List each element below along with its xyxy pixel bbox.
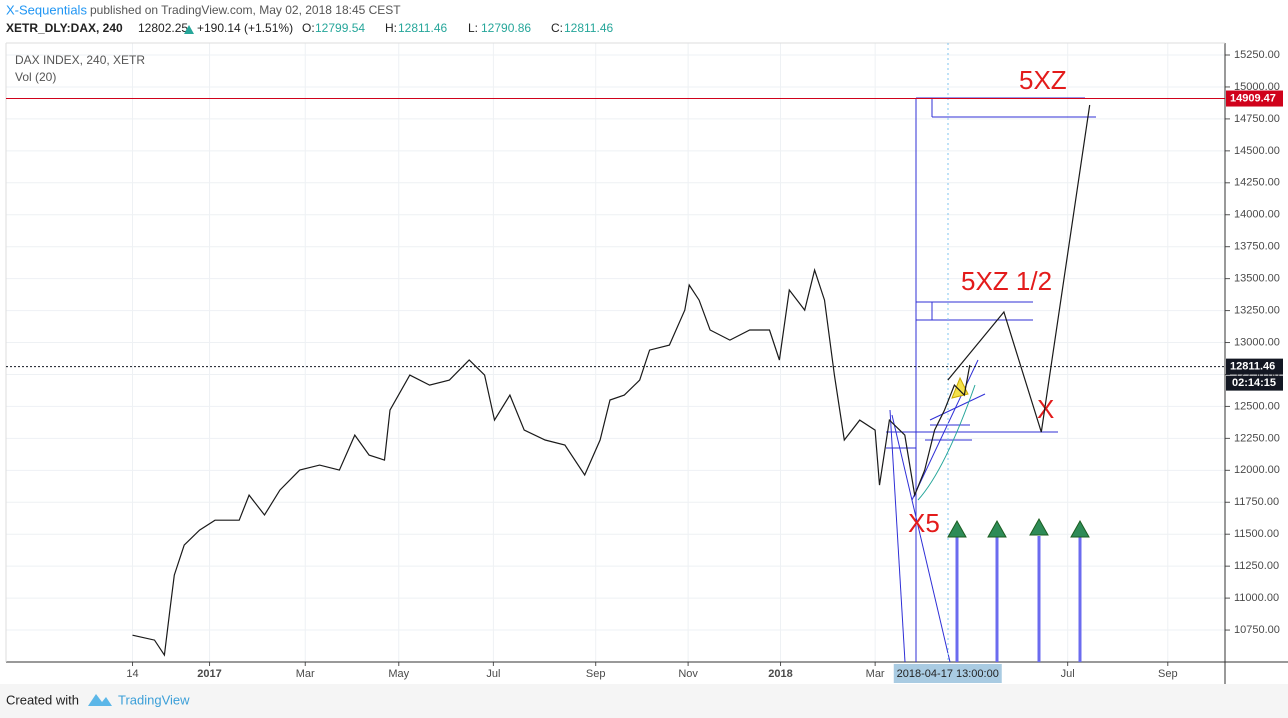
ohlc: O: 12799.54 H: 12811.46 L: 12790.86 C: 12811.46 (302, 21, 613, 35)
y-tick-label: 11250.00 (1234, 560, 1279, 572)
y-tick-label: 15000.00 (1234, 81, 1280, 93)
y-tick-label: 12000.00 (1234, 464, 1280, 476)
symbol: XETR_DLY:DAX, 240 (6, 21, 123, 35)
plot: 14909.47 12811.46 02:14:15 2018-04-17 13:00… (6, 90, 1283, 683)
y-tick-label: 12250.00 (1234, 432, 1280, 444)
price-label-box (1226, 90, 1283, 107)
footer-brand[interactable]: TradingView (118, 692, 190, 707)
legend-title: DAX INDEX, 240, XETR (15, 53, 145, 67)
y-tick-label: 11500.00 (1234, 528, 1279, 540)
y-tick-label: 10750.00 (1234, 624, 1280, 636)
change: +190.14 (+1.51%) (197, 21, 293, 35)
annotation: 5XZ (1019, 65, 1067, 95)
countdown: 02:14:15 (1232, 377, 1276, 389)
annotation: X (1037, 394, 1054, 424)
x-tick-label: 14 (126, 668, 138, 680)
price-line-series (947, 104, 1091, 433)
ohlc-value: 12790.86 (481, 21, 531, 35)
highlight-triangle (951, 376, 969, 399)
price-label: 14909.47 (1230, 92, 1276, 104)
ohlc-key: L: (468, 21, 478, 35)
published: published on TradingView.com, May 02, 20… (90, 3, 401, 17)
footer-logo (88, 694, 112, 706)
author[interactable]: X-Sequentials (6, 2, 87, 17)
last-price: 12802.25 (138, 21, 188, 35)
y-tick-label: 14500.00 (1234, 145, 1280, 157)
countdown-box (1226, 375, 1283, 391)
x-tick-label: Mar (866, 668, 885, 680)
ohlc-value: 12811.46 (564, 21, 613, 35)
ohlc-value: 12799.54 (315, 21, 365, 35)
x-tick-label: 2018 (768, 668, 792, 680)
x-tick-label: Jul (486, 668, 500, 680)
y-tick-label: 14000.00 (1234, 209, 1280, 221)
x-tick-label: Sep (586, 668, 606, 680)
annotation: X5 (908, 508, 940, 538)
grid: 10750.00 11000.00 11250.00 11500.00 11750.00… (6, 43, 1280, 680)
crosshair-label: 2018-04-17 13:00:00 (897, 668, 999, 680)
signal-arrows (947, 517, 1090, 662)
x-tick-label: May (388, 668, 409, 680)
x-tick-label: Jul (1061, 668, 1075, 680)
y-tick-label: 13500.00 (1234, 273, 1280, 285)
y-tick-label: 14750.00 (1234, 113, 1280, 125)
up-arrow (184, 25, 194, 34)
y-tick-label: 11000.00 (1234, 592, 1279, 604)
x-tick-label: Nov (678, 668, 698, 680)
footer (0, 684, 1288, 718)
y-tick-label: 11750.00 (1234, 496, 1279, 508)
ohlc-key: C: (551, 21, 563, 35)
x-tick-label: 2017 (197, 668, 221, 680)
y-tick-label: 13250.00 (1234, 304, 1280, 316)
y-tick-label: 13750.00 (1234, 241, 1280, 253)
annotation: 5XZ 1/2 (961, 266, 1052, 296)
x-tick-label: Mar (296, 668, 315, 680)
ohlc-key: O: (302, 21, 315, 35)
y-tick-label: 14250.00 (1234, 177, 1280, 189)
y-tick-label: 12500.00 (1234, 400, 1280, 412)
crosshair-box (893, 664, 1002, 683)
ohlc-value: 12811.46 (398, 21, 447, 35)
y-tick-label: 13000.00 (1234, 336, 1280, 348)
price-label-box (1226, 358, 1283, 375)
ohlc-key: H: (385, 21, 397, 35)
price-line-series (132, 267, 971, 657)
legend-subtitle: Vol (20) (15, 70, 56, 84)
footer-created: Created with (6, 692, 79, 707)
y-tick-label: 15250.00 (1234, 49, 1280, 61)
price-label: 12811.46 (1230, 361, 1275, 373)
x-tick-label: Sep (1158, 668, 1178, 680)
